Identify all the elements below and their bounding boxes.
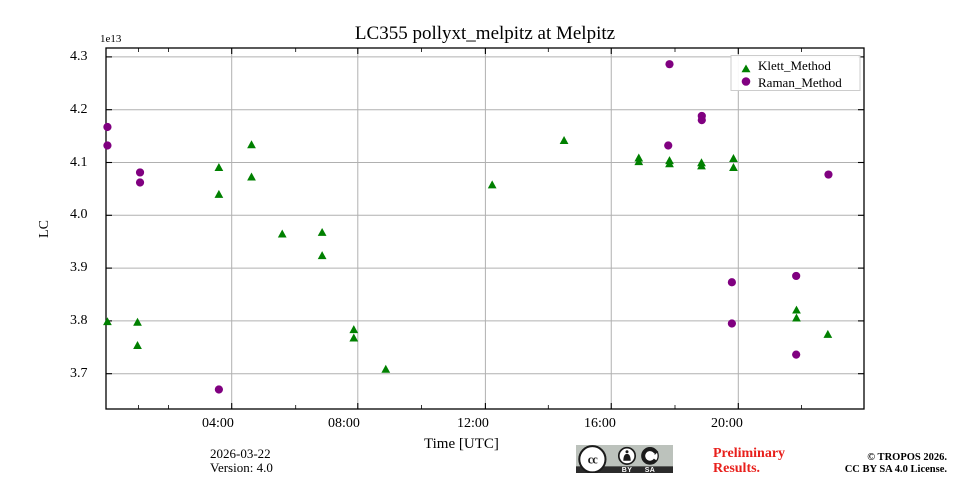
svg-text:SA: SA: [645, 467, 656, 474]
svg-text:BY: BY: [622, 467, 633, 474]
svg-text:cc: cc: [588, 452, 599, 466]
